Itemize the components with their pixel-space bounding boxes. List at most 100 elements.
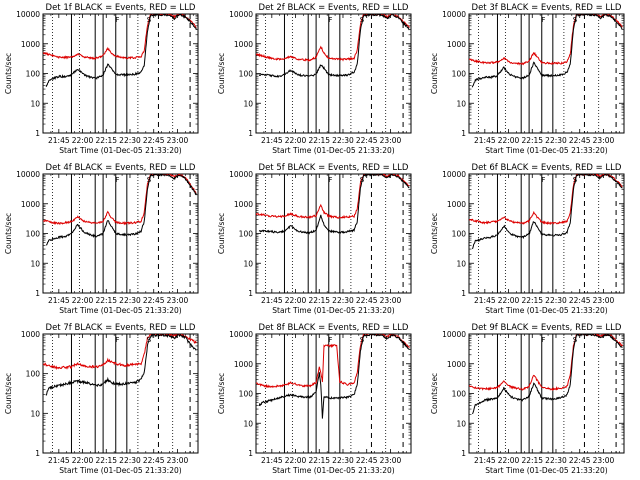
event-markers [52, 174, 191, 293]
flare-label: F [541, 336, 545, 344]
x-axis-label: Start Time (01-Dec-05 21:33:20) [485, 306, 607, 315]
detector-panel-9: Det 9f BLACK = Events, RED = LLD 1 10 100 10… [430, 323, 625, 475]
series-line-red [469, 334, 623, 392]
y-axis-label: Counts/sec [4, 373, 13, 414]
y-tick-label: 10000 [442, 170, 466, 179]
flare-label: F [328, 176, 332, 184]
panel-title: Det 5f BLACK = Events, RED = LLD [259, 163, 409, 173]
x-tick-label: 22:00 [72, 136, 94, 145]
series-line-red [469, 14, 623, 66]
y-tick-label: 1000 [21, 330, 40, 339]
series-line-red [43, 14, 197, 60]
x-tick-label: 21:45 [261, 136, 283, 145]
x-axis-label: Start Time (01-Dec-05 21:33:20) [59, 466, 181, 475]
detector-panel-6: Det 6f BLACK = Events, RED = LLD 1 10 100 10… [430, 163, 625, 315]
plot-frame [468, 333, 625, 454]
scan-label: S [360, 176, 365, 184]
y-tick-label: 10 [30, 99, 40, 108]
y-tick-label: 100 [452, 390, 467, 399]
x-tick-label: 22:15 [95, 136, 117, 145]
x-tick-label: 22:45 [143, 456, 165, 465]
x-tick-label: 22:15 [95, 296, 117, 305]
panel-title: Det 4f BLACK = Events, RED = LLD [46, 163, 196, 173]
event-markers [478, 174, 617, 293]
event-markers [52, 14, 191, 133]
x-tick-label: 21:45 [474, 296, 496, 305]
scan-label: S [147, 16, 152, 24]
plot-frame [468, 173, 625, 294]
series-line-red [256, 334, 410, 389]
x-tick-label: 21:45 [48, 136, 70, 145]
y-axis-label: Counts/sec [4, 53, 13, 94]
y-tick-label: 10 [243, 99, 253, 108]
x-tick-label: 22:00 [72, 296, 94, 305]
x-tick-label: 23:00 [167, 456, 189, 465]
plot-frame [42, 333, 199, 454]
y-tick-label: 1000 [234, 360, 253, 369]
x-tick-label: 22:45 [569, 296, 591, 305]
series-line-black [471, 14, 623, 88]
y-tick-label: 100 [26, 370, 41, 379]
flare-label: F [541, 16, 545, 24]
x-tick-label: 22:30 [119, 456, 141, 465]
y-tick-label: 1000 [447, 360, 466, 369]
event-markers [265, 174, 404, 293]
series-line-black [471, 174, 623, 250]
x-tick-label: 22:45 [143, 296, 165, 305]
y-tick-label: 1000 [21, 40, 40, 49]
plot-frame [255, 13, 412, 134]
scan-label: S [573, 16, 578, 24]
panel-title: Det 7f BLACK = Events, RED = LLD [46, 323, 196, 333]
plot-frame [42, 13, 199, 134]
flare-label: F [328, 16, 332, 24]
y-tick-label: 1 [35, 289, 40, 298]
x-tick-label: 22:30 [545, 136, 567, 145]
panel-title: Det 6f BLACK = Events, RED = LLD [472, 163, 622, 173]
x-tick-label: 21:45 [261, 456, 283, 465]
x-tick-label: 22:00 [285, 296, 307, 305]
detector-panel-4: Det 4f BLACK = Events, RED = LLD 1 10 100 10… [4, 163, 199, 315]
x-tick-label: 22:00 [498, 136, 520, 145]
detector-panel-2: Det 2f BLACK = Events, RED = LLD 1 10 100 10… [217, 3, 412, 155]
series-line-black [45, 174, 197, 246]
flare-label: F [115, 16, 119, 24]
y-tick-label: 1 [248, 129, 253, 138]
series-line-red [469, 174, 623, 226]
series-line-red [256, 14, 410, 63]
flare-label: F [115, 176, 119, 184]
detector-panel-3: Det 3f BLACK = Events, RED = LLD 1 10 100 10… [430, 3, 625, 155]
y-tick-label: 1 [35, 129, 40, 138]
y-tick-label: 10 [243, 419, 253, 428]
series-line-black [258, 334, 410, 419]
event-markers [478, 334, 617, 453]
y-tick-label: 1000 [447, 40, 466, 49]
x-tick-label: 21:45 [48, 456, 70, 465]
x-tick-label: 23:00 [593, 296, 615, 305]
x-axis-label: Start Time (01-Dec-05 21:33:20) [272, 306, 394, 315]
event-markers [478, 14, 617, 133]
series-line-red [43, 174, 197, 226]
detector-panel-5: Det 5f BLACK = Events, RED = LLD 1 10 100 10… [217, 163, 412, 315]
panel-title: Det 1f BLACK = Events, RED = LLD [46, 3, 196, 13]
panel-title: Det 8f BLACK = Events, RED = LLD [259, 323, 409, 333]
panel-title: Det 9f BLACK = Events, RED = LLD [472, 323, 622, 333]
y-axis-label: Counts/sec [430, 213, 439, 254]
x-tick-label: 22:45 [569, 456, 591, 465]
series-line-red [256, 174, 410, 220]
x-tick-label: 23:00 [380, 456, 402, 465]
x-tick-label: 22:45 [356, 136, 378, 145]
plot-frame [255, 173, 412, 294]
x-tick-label: 22:30 [332, 296, 354, 305]
x-tick-label: 22:30 [545, 296, 567, 305]
y-tick-label: 1 [35, 449, 40, 458]
y-tick-label: 10000 [16, 10, 40, 19]
x-axis-label: Start Time (01-Dec-05 21:33:20) [485, 466, 607, 475]
y-tick-label: 100 [239, 230, 254, 239]
y-tick-label: 10000 [16, 170, 40, 179]
series-line-black [258, 174, 410, 235]
panel-title: Det 2f BLACK = Events, RED = LLD [259, 3, 409, 13]
y-tick-label: 1 [248, 449, 253, 458]
x-tick-label: 22:15 [308, 136, 330, 145]
y-tick-label: 100 [26, 70, 41, 79]
